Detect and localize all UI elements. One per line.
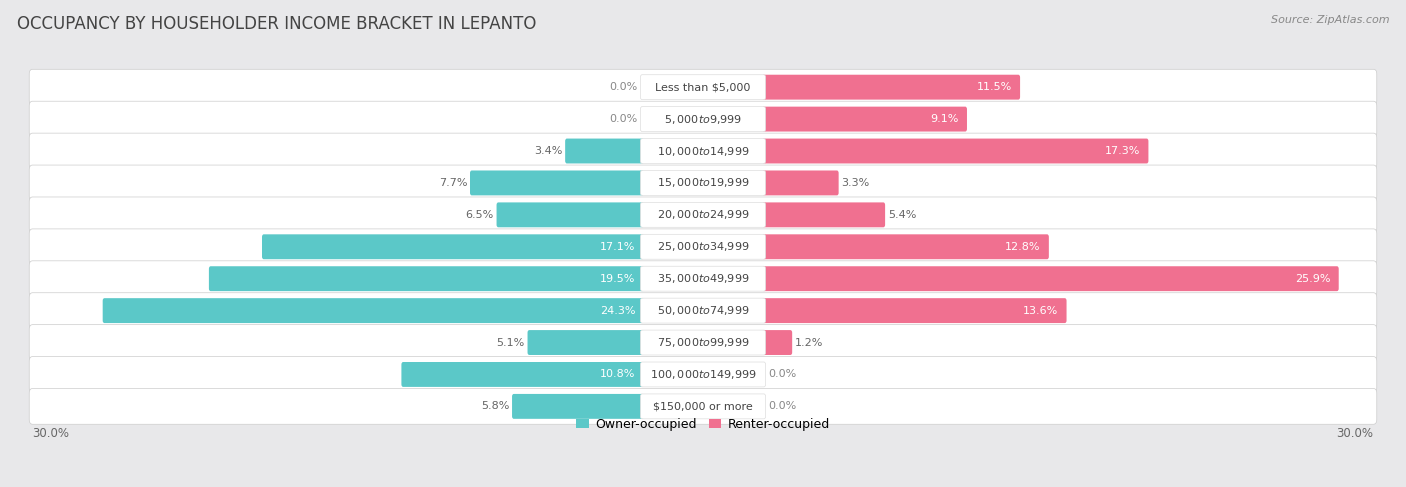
FancyBboxPatch shape [496,203,644,227]
FancyBboxPatch shape [30,293,1376,329]
FancyBboxPatch shape [30,389,1376,424]
FancyBboxPatch shape [103,298,644,323]
FancyBboxPatch shape [762,298,1067,323]
Text: $35,000 to $49,999: $35,000 to $49,999 [657,272,749,285]
FancyBboxPatch shape [640,139,766,164]
Text: Less than $5,000: Less than $5,000 [655,82,751,92]
Text: 0.0%: 0.0% [609,82,638,92]
FancyBboxPatch shape [30,165,1376,201]
Text: $5,000 to $9,999: $5,000 to $9,999 [664,112,742,126]
FancyBboxPatch shape [762,75,1021,100]
FancyBboxPatch shape [640,234,766,259]
FancyBboxPatch shape [762,170,838,195]
Text: 17.3%: 17.3% [1105,146,1140,156]
Text: 3.4%: 3.4% [534,146,562,156]
FancyBboxPatch shape [512,394,644,419]
FancyBboxPatch shape [30,325,1376,360]
FancyBboxPatch shape [640,107,766,131]
Text: 7.7%: 7.7% [439,178,467,188]
Legend: Owner-occupied, Renter-occupied: Owner-occupied, Renter-occupied [571,413,835,436]
FancyBboxPatch shape [640,394,766,419]
FancyBboxPatch shape [30,356,1376,393]
Text: $15,000 to $19,999: $15,000 to $19,999 [657,176,749,189]
FancyBboxPatch shape [470,170,644,195]
Text: $10,000 to $14,999: $10,000 to $14,999 [657,145,749,157]
Text: OCCUPANCY BY HOUSEHOLDER INCOME BRACKET IN LEPANTO: OCCUPANCY BY HOUSEHOLDER INCOME BRACKET … [17,15,536,33]
Text: 5.4%: 5.4% [887,210,917,220]
Text: 0.0%: 0.0% [768,401,797,412]
Text: 11.5%: 11.5% [976,82,1012,92]
Text: 30.0%: 30.0% [32,427,69,440]
FancyBboxPatch shape [209,266,644,291]
Text: 12.8%: 12.8% [1005,242,1040,252]
Text: $100,000 to $149,999: $100,000 to $149,999 [650,368,756,381]
Text: 17.1%: 17.1% [600,242,636,252]
Text: $75,000 to $99,999: $75,000 to $99,999 [657,336,749,349]
FancyBboxPatch shape [262,234,644,259]
FancyBboxPatch shape [640,330,766,355]
FancyBboxPatch shape [640,362,766,387]
Text: 19.5%: 19.5% [600,274,636,284]
FancyBboxPatch shape [640,170,766,195]
Text: 5.8%: 5.8% [481,401,509,412]
Text: 30.0%: 30.0% [1337,427,1374,440]
FancyBboxPatch shape [640,266,766,291]
FancyBboxPatch shape [30,101,1376,137]
Text: 0.0%: 0.0% [768,370,797,379]
Text: 10.8%: 10.8% [600,370,636,379]
FancyBboxPatch shape [401,362,644,387]
FancyBboxPatch shape [30,69,1376,105]
Text: $150,000 or more: $150,000 or more [654,401,752,412]
Text: 24.3%: 24.3% [600,306,636,316]
FancyBboxPatch shape [762,266,1339,291]
FancyBboxPatch shape [762,234,1049,259]
FancyBboxPatch shape [640,298,766,323]
Text: 0.0%: 0.0% [609,114,638,124]
FancyBboxPatch shape [762,203,886,227]
FancyBboxPatch shape [565,139,644,164]
FancyBboxPatch shape [30,261,1376,297]
Text: 13.6%: 13.6% [1024,306,1059,316]
Text: 25.9%: 25.9% [1295,274,1330,284]
Text: 1.2%: 1.2% [794,337,823,348]
Text: 6.5%: 6.5% [465,210,494,220]
Text: 3.3%: 3.3% [841,178,869,188]
Text: $50,000 to $74,999: $50,000 to $74,999 [657,304,749,317]
FancyBboxPatch shape [30,133,1376,169]
Text: 5.1%: 5.1% [496,337,524,348]
Text: $20,000 to $24,999: $20,000 to $24,999 [657,208,749,222]
Text: Source: ZipAtlas.com: Source: ZipAtlas.com [1271,15,1389,25]
FancyBboxPatch shape [527,330,644,355]
FancyBboxPatch shape [762,330,792,355]
FancyBboxPatch shape [762,107,967,131]
FancyBboxPatch shape [640,203,766,227]
Text: $25,000 to $34,999: $25,000 to $34,999 [657,240,749,253]
Text: 9.1%: 9.1% [931,114,959,124]
FancyBboxPatch shape [30,229,1376,264]
FancyBboxPatch shape [640,75,766,100]
FancyBboxPatch shape [762,139,1149,164]
FancyBboxPatch shape [30,197,1376,233]
